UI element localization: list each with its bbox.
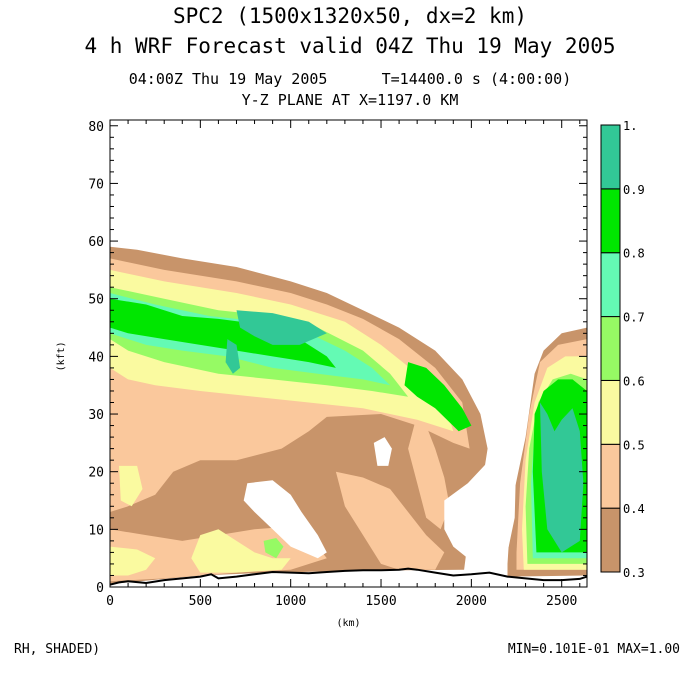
rh-region-level-5: [110, 298, 336, 368]
rh-region-below-0.3: [373, 437, 392, 466]
y-tick-label: 60: [88, 235, 104, 250]
colorbar-legend: 0.3 0.4 0.5 0.6 0.7 0.8 0.9 1.: [600, 119, 645, 580]
colorbar-label: 0.5: [623, 438, 645, 452]
x-tick-label: 1500: [365, 594, 396, 609]
y-tick-label: 0: [96, 581, 104, 596]
colorbar-swatch: [600, 379, 621, 445]
colorbar-label: 0.3: [623, 566, 645, 580]
x-tick-label: 0: [106, 594, 114, 609]
colorbar-label: 0.9: [623, 183, 645, 197]
axes: 0 500 1000 1500 2000 2500 0 10 20 30 40 50 60 70 80 (km…: [56, 119, 588, 629]
chart-subtitle-plane: Y-Z PLANE AT X=1197.0 KM: [241, 91, 459, 109]
rh-region-level-3: [263, 538, 284, 559]
rh-region-level-1: [408, 414, 450, 530]
rh-region-below-0.3: [444, 379, 519, 559]
rh-region-level-2: [119, 465, 143, 507]
rh-region-level-2: [110, 546, 156, 576]
x-tick-label: 2500: [546, 594, 577, 609]
rh-region-level-5: [404, 362, 472, 432]
colorbar-label: 1.: [623, 119, 637, 133]
min-max-label: MIN=0.101E-01 MAX=1.00: [507, 642, 680, 657]
x-tick-label: 2000: [456, 594, 487, 609]
y-tick-label: 80: [88, 120, 104, 135]
y-tick-label: 70: [88, 177, 104, 192]
colorbar-label: 0.6: [623, 374, 645, 388]
y-tick-label: 30: [88, 408, 104, 423]
colorbar-label: 0.8: [623, 247, 645, 261]
rh-region-level-6: [236, 310, 327, 345]
y-tick-label: 10: [88, 523, 104, 538]
chart-subtitle-time: 04:00Z Thu 19 May 2005 T=14400.0 s (4:00…: [128, 70, 572, 88]
colorbar-swatch: [600, 443, 621, 509]
variable-label: RH, SHADED): [14, 642, 101, 657]
x-tick-label: 1000: [275, 594, 306, 609]
y-tick-label: 40: [88, 350, 104, 365]
rh-field: [110, 246, 587, 586]
colorbar-swatch: [600, 316, 621, 381]
plot-frame: [109, 119, 588, 588]
colorbar-label: 0.4: [623, 502, 645, 516]
colorbar-swatch: [600, 252, 621, 318]
x-tick-label: 500: [189, 594, 212, 609]
rh-region-level-6: [540, 402, 584, 553]
colorbar-swatch: [600, 188, 621, 254]
rh-region-level-2: [191, 529, 291, 573]
colorbar-swatch: [600, 124, 621, 190]
x-axis-label: (km): [336, 618, 360, 629]
y-tick-label: 50: [88, 293, 104, 308]
y-axis-label: (kft): [56, 341, 67, 371]
chart-title-line1: SPC2 (1500x1320x50, dx=2 km): [172, 4, 527, 28]
terrain-line: [110, 567, 587, 586]
rh-region-level-6: [225, 339, 241, 374]
y-tick-label: 20: [88, 466, 104, 481]
colorbar-swatch: [600, 507, 621, 573]
rh-region-level-1: [335, 471, 445, 570]
colorbar-label: 0.7: [623, 311, 645, 325]
chart-title-line2: 4 h WRF Forecast valid 04Z Thu 19 May 20…: [84, 34, 616, 58]
plot-area: [110, 246, 587, 586]
rh-region-below-0.3: [243, 480, 327, 559]
